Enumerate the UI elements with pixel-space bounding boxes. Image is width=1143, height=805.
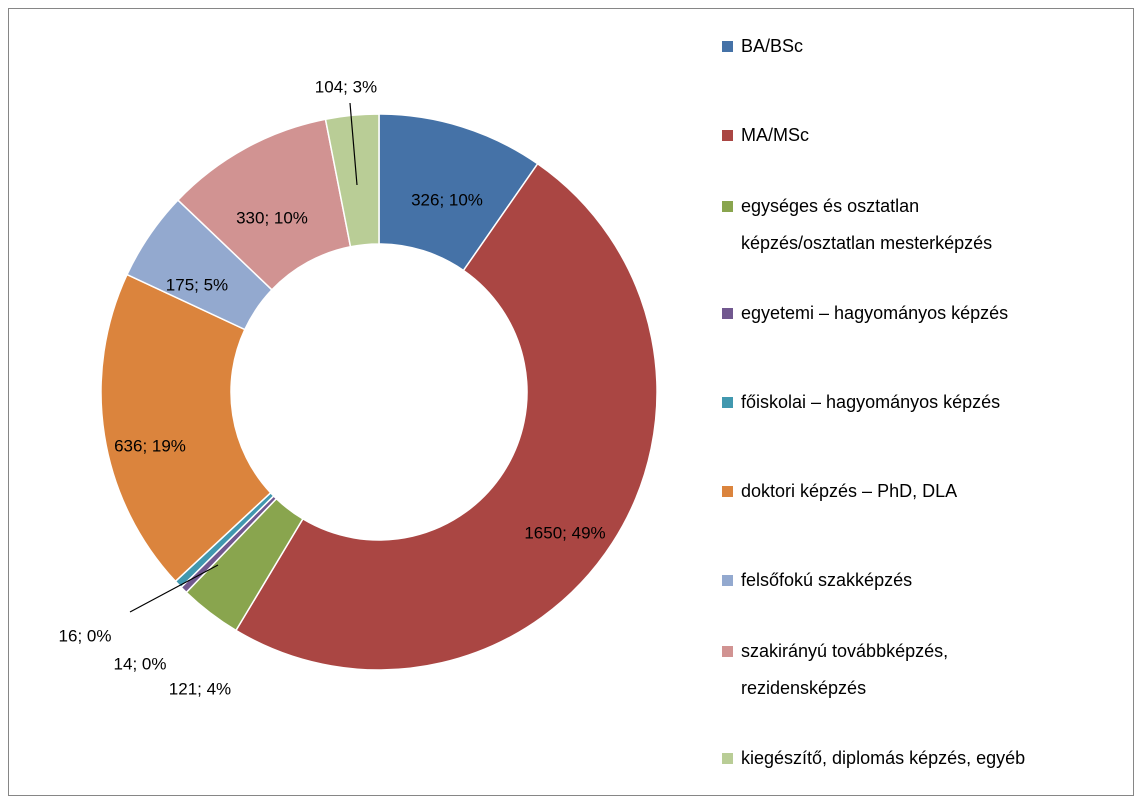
legend-swatch [722, 486, 733, 497]
data-label: 104; 3% [315, 77, 377, 96]
data-label: 636; 19% [114, 436, 186, 455]
data-label: 330; 10% [236, 208, 308, 227]
donut-slice [100, 273, 272, 583]
legend-swatch [722, 130, 733, 141]
data-label: 326; 10% [411, 190, 483, 209]
donut-slice [324, 113, 380, 248]
legend-label: felsőfokú szakképzés [741, 570, 913, 590]
legend-item: felsőfokú szakképzés [722, 562, 912, 599]
legend-swatch [722, 200, 733, 212]
legend-swatch [722, 645, 733, 657]
legend-item: egyetemi – hagyományos képzés [722, 295, 1008, 332]
legend-label: MA/MSc [741, 125, 810, 145]
legend-label: kiegészítő, diplomás képzés, egyéb [741, 748, 1026, 768]
legend-label: egyetemi – hagyományos képzés [741, 303, 1009, 323]
leader-line [349, 102, 358, 186]
data-label: 121; 4% [169, 679, 231, 698]
legend-swatch [722, 308, 733, 319]
legend-swatch [722, 575, 733, 586]
data-label: 14; 0% [114, 654, 167, 673]
legend-item: főiskolai – hagyományos képzés [722, 384, 1000, 421]
legend-item: egységes és osztatlan képzés/osztatlan m… [722, 188, 992, 262]
data-label: 16; 0% [59, 626, 112, 645]
legend-item: BA/BSc [722, 28, 803, 65]
legend-swatch [722, 753, 733, 764]
legend-label: egységes és osztatlan képzés/osztatlan m… [741, 195, 993, 253]
legend-swatch [722, 41, 733, 52]
data-label: 175; 5% [166, 275, 228, 294]
legend-item: kiegészítő, diplomás képzés, egyéb [722, 740, 1025, 777]
donut-slice [234, 162, 658, 671]
data-label: 1650; 49% [524, 523, 605, 542]
legend-label: doktori képzés – PhD, DLA [741, 481, 958, 501]
legend-label: BA/BSc [741, 36, 804, 56]
legend-label: főiskolai – hagyományos képzés [741, 392, 1001, 412]
legend-item: szakirányú továbbképzés, rezidensképzés [722, 633, 948, 707]
leader-line [129, 564, 219, 613]
chart-frame [8, 8, 1134, 796]
legend-swatch [722, 397, 733, 408]
legend-item: MA/MSc [722, 117, 809, 154]
legend-item: doktori képzés – PhD, DLA [722, 473, 957, 510]
legend-label: szakirányú továbbképzés, rezidensképzés [741, 640, 949, 698]
